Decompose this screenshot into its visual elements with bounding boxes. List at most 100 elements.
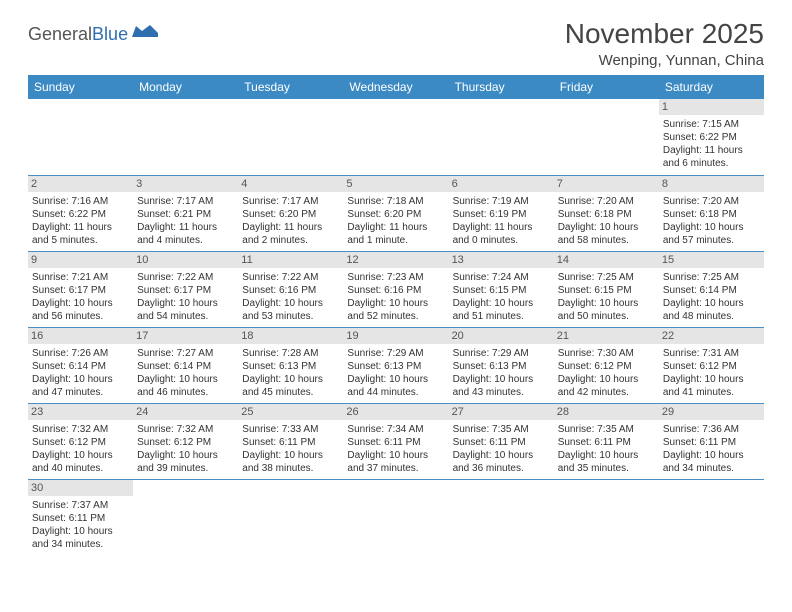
day-details: Sunrise: 7:22 AMSunset: 6:17 PMDaylight:…	[137, 270, 234, 323]
daylight-line: Daylight: 10 hours and 43 minutes.	[453, 373, 550, 399]
sunrise-line: Sunrise: 7:37 AM	[32, 499, 129, 512]
day-details: Sunrise: 7:35 AMSunset: 6:11 PMDaylight:…	[453, 422, 550, 475]
page-title: November 2025	[565, 18, 764, 50]
day-number: 28	[554, 404, 659, 420]
calendar-cell	[449, 479, 554, 555]
daylight-line: Daylight: 10 hours and 40 minutes.	[32, 449, 129, 475]
daylight-line: Daylight: 10 hours and 53 minutes.	[242, 297, 339, 323]
day-details: Sunrise: 7:20 AMSunset: 6:18 PMDaylight:…	[558, 194, 655, 247]
logo-text: GeneralBlue	[28, 24, 128, 45]
sunrise-line: Sunrise: 7:35 AM	[558, 423, 655, 436]
sunrise-line: Sunrise: 7:22 AM	[242, 271, 339, 284]
calendar-cell: 16Sunrise: 7:26 AMSunset: 6:14 PMDayligh…	[28, 327, 133, 403]
calendar-cell: 29Sunrise: 7:36 AMSunset: 6:11 PMDayligh…	[659, 403, 764, 479]
day-number: 1	[659, 99, 764, 115]
daylight-line: Daylight: 11 hours and 1 minute.	[347, 221, 444, 247]
sunset-line: Sunset: 6:13 PM	[242, 360, 339, 373]
sunrise-line: Sunrise: 7:26 AM	[32, 347, 129, 360]
daylight-line: Daylight: 10 hours and 38 minutes.	[242, 449, 339, 475]
sunset-line: Sunset: 6:12 PM	[32, 436, 129, 449]
daylight-line: Daylight: 10 hours and 57 minutes.	[663, 221, 760, 247]
sunrise-line: Sunrise: 7:25 AM	[558, 271, 655, 284]
daylight-line: Daylight: 10 hours and 51 minutes.	[453, 297, 550, 323]
sunset-line: Sunset: 6:12 PM	[663, 360, 760, 373]
sunrise-line: Sunrise: 7:20 AM	[663, 195, 760, 208]
calendar-cell: 22Sunrise: 7:31 AMSunset: 6:12 PMDayligh…	[659, 327, 764, 403]
day-details: Sunrise: 7:31 AMSunset: 6:12 PMDaylight:…	[663, 346, 760, 399]
sunrise-line: Sunrise: 7:22 AM	[137, 271, 234, 284]
day-number: 13	[449, 252, 554, 268]
day-details: Sunrise: 7:35 AMSunset: 6:11 PMDaylight:…	[558, 422, 655, 475]
daylight-line: Daylight: 10 hours and 58 minutes.	[558, 221, 655, 247]
day-details: Sunrise: 7:21 AMSunset: 6:17 PMDaylight:…	[32, 270, 129, 323]
daylight-line: Daylight: 10 hours and 37 minutes.	[347, 449, 444, 475]
day-details: Sunrise: 7:27 AMSunset: 6:14 PMDaylight:…	[137, 346, 234, 399]
daylight-line: Daylight: 10 hours and 54 minutes.	[137, 297, 234, 323]
day-number: 6	[449, 176, 554, 192]
day-details: Sunrise: 7:37 AMSunset: 6:11 PMDaylight:…	[32, 498, 129, 551]
sunrise-line: Sunrise: 7:17 AM	[137, 195, 234, 208]
weekday-header: Wednesday	[343, 75, 448, 99]
daylight-line: Daylight: 10 hours and 34 minutes.	[663, 449, 760, 475]
day-number: 20	[449, 328, 554, 344]
sunrise-line: Sunrise: 7:29 AM	[453, 347, 550, 360]
day-number: 11	[238, 252, 343, 268]
sunrise-line: Sunrise: 7:30 AM	[558, 347, 655, 360]
logo-text-general: General	[28, 24, 92, 44]
calendar-cell: 1 Sunrise: 7:15 AMSunset: 6:22 PMDaylight…	[659, 99, 764, 175]
sunset-line: Sunset: 6:11 PM	[558, 436, 655, 449]
day-details: Sunrise: 7:18 AMSunset: 6:20 PMDaylight:…	[347, 194, 444, 247]
sunset-line: Sunset: 6:16 PM	[347, 284, 444, 297]
day-number: 15	[659, 252, 764, 268]
sunset-line: Sunset: 6:14 PM	[32, 360, 129, 373]
calendar-row: 2Sunrise: 7:16 AMSunset: 6:22 PMDaylight…	[28, 175, 764, 251]
header: GeneralBlue November 2025 Wenping, Yunna…	[28, 18, 764, 69]
sunrise-line: Sunrise: 7:18 AM	[347, 195, 444, 208]
day-details: Sunrise: 7:28 AMSunset: 6:13 PMDaylight:…	[242, 346, 339, 399]
calendar-cell: 11 Sunrise: 7:22 AMSunset: 6:16 PMDayligh…	[238, 251, 343, 327]
sunset-line: Sunset: 6:16 PM	[242, 284, 339, 297]
calendar-cell	[343, 479, 448, 555]
calendar-cell	[343, 99, 448, 175]
day-details: Sunrise: 7:19 AMSunset: 6:19 PMDaylight:…	[453, 194, 550, 247]
daylight-line: Daylight: 10 hours and 35 minutes.	[558, 449, 655, 475]
daylight-line: Daylight: 10 hours and 45 minutes.	[242, 373, 339, 399]
logo-flag-icon	[132, 23, 158, 44]
day-details: Sunrise: 7:17 AMSunset: 6:20 PMDaylight:…	[242, 194, 339, 247]
calendar-cell: 12Sunrise: 7:23 AMSunset: 6:16 PMDayligh…	[343, 251, 448, 327]
day-details: Sunrise: 7:36 AMSunset: 6:11 PMDaylight:…	[663, 422, 760, 475]
sunrise-line: Sunrise: 7:32 AM	[137, 423, 234, 436]
sunrise-line: Sunrise: 7:19 AM	[453, 195, 550, 208]
sunset-line: Sunset: 6:14 PM	[137, 360, 234, 373]
calendar-body: 1 Sunrise: 7:15 AMSunset: 6:22 PMDaylight…	[28, 99, 764, 555]
day-details: Sunrise: 7:32 AMSunset: 6:12 PMDaylight:…	[32, 422, 129, 475]
sunrise-line: Sunrise: 7:29 AM	[347, 347, 444, 360]
weekday-header: Sunday	[28, 75, 133, 99]
calendar-cell: 25Sunrise: 7:33 AMSunset: 6:11 PMDayligh…	[238, 403, 343, 479]
weekday-header: Thursday	[449, 75, 554, 99]
sunrise-line: Sunrise: 7:16 AM	[32, 195, 129, 208]
calendar-cell	[554, 479, 659, 555]
day-details: Sunrise: 7:26 AMSunset: 6:14 PMDaylight:…	[32, 346, 129, 399]
day-details: Sunrise: 7:34 AMSunset: 6:11 PMDaylight:…	[347, 422, 444, 475]
sunrise-line: Sunrise: 7:27 AM	[137, 347, 234, 360]
calendar-cell: 10 Sunrise: 7:22 AMSunset: 6:17 PMDayligh…	[133, 251, 238, 327]
day-details: Sunrise: 7:29 AMSunset: 6:13 PMDaylight:…	[347, 346, 444, 399]
calendar-cell	[659, 479, 764, 555]
sunset-line: Sunset: 6:18 PM	[558, 208, 655, 221]
day-number: 10	[133, 252, 238, 268]
weekday-header: Saturday	[659, 75, 764, 99]
weekday-header: Friday	[554, 75, 659, 99]
sunset-line: Sunset: 6:22 PM	[663, 131, 760, 144]
calendar-cell: 6 Sunrise: 7:19 AMSunset: 6:19 PMDaylight…	[449, 175, 554, 251]
calendar-cell: 4Sunrise: 7:17 AMSunset: 6:20 PMDaylight…	[238, 175, 343, 251]
daylight-line: Daylight: 10 hours and 52 minutes.	[347, 297, 444, 323]
calendar-cell: 2Sunrise: 7:16 AMSunset: 6:22 PMDaylight…	[28, 175, 133, 251]
day-details: Sunrise: 7:15 AMSunset: 6:22 PMDaylight:…	[663, 117, 760, 170]
calendar-cell	[133, 99, 238, 175]
day-number: 2	[28, 176, 133, 192]
calendar-cell	[238, 99, 343, 175]
sunrise-line: Sunrise: 7:36 AM	[663, 423, 760, 436]
day-number: 21	[554, 328, 659, 344]
calendar-cell: 15Sunrise: 7:25 AMSunset: 6:14 PMDayligh…	[659, 251, 764, 327]
